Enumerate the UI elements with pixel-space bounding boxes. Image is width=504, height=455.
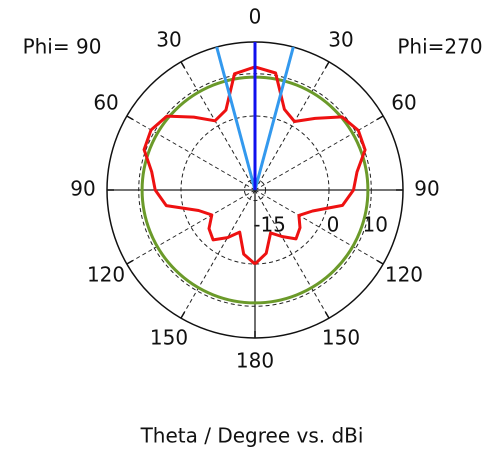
angular-tick-label: 150 [322, 325, 360, 349]
angular-grid [254, 115, 384, 191]
angular-grid [180, 61, 256, 191]
angular-tick [180, 311, 186, 319]
angular-tick-label: 30 [328, 28, 353, 52]
angular-tick-label: 150 [150, 325, 188, 349]
angular-tick [324, 311, 330, 319]
angular-tick-label: 90 [70, 177, 95, 201]
angular-tick [180, 61, 186, 69]
radial-tick-label: 0 [327, 213, 340, 237]
angular-grid [126, 115, 256, 191]
angular-tick [376, 115, 384, 121]
angular-tick-label: 120 [87, 263, 125, 287]
angular-grid [254, 189, 330, 319]
beamwidth-line [215, 46, 257, 191]
angular-grid [126, 189, 256, 265]
angular-tick [324, 61, 330, 69]
angular-grid [254, 61, 330, 191]
chart-title: Theta / Degree vs. dBi [140, 424, 364, 448]
angular-grid [254, 189, 384, 265]
angular-tick-label: 30 [156, 28, 181, 52]
angular-tick-label: 180 [236, 349, 274, 373]
right-label: Phi=270 [397, 35, 482, 59]
angular-tick-label: 0 [249, 5, 262, 29]
beamwidth-line [253, 46, 295, 191]
angular-tick [376, 259, 384, 265]
angular-tick-label: 60 [391, 91, 416, 115]
angular-tick [126, 259, 134, 265]
angular-grid [180, 189, 256, 319]
angular-tick-label: 60 [93, 91, 118, 115]
angular-tick-label: 90 [414, 177, 439, 201]
angular-tick-label: 120 [385, 263, 423, 287]
left-label: Phi= 90 [23, 35, 102, 59]
angular-tick [126, 115, 134, 121]
radial-tick-label: 10 [363, 213, 388, 237]
